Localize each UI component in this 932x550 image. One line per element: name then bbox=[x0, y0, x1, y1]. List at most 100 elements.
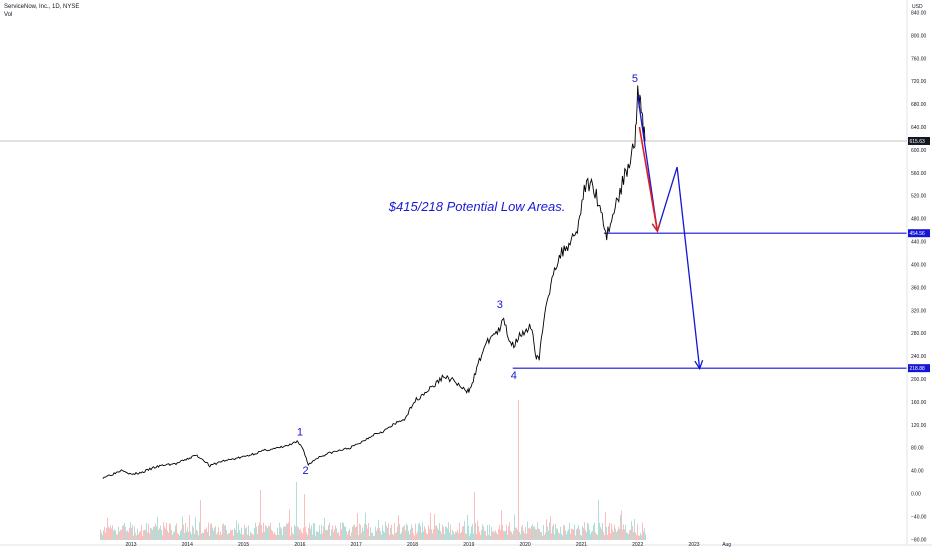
volume-bar bbox=[573, 529, 574, 540]
volume-bar bbox=[386, 525, 387, 540]
volume-bar bbox=[166, 522, 167, 540]
volume-bar bbox=[642, 522, 643, 540]
volume-bar bbox=[416, 533, 417, 540]
volume-bar bbox=[272, 530, 273, 540]
volume-bar bbox=[607, 534, 608, 540]
volume-bar bbox=[493, 530, 494, 540]
volume-bar bbox=[219, 534, 220, 540]
volume-bar bbox=[235, 529, 236, 540]
volume-bar bbox=[362, 527, 363, 540]
volume-bar bbox=[575, 535, 576, 540]
volume-bar bbox=[380, 531, 381, 540]
volume-bar bbox=[494, 532, 495, 540]
volume-label: Vol bbox=[4, 12, 13, 18]
volume-bar bbox=[591, 531, 592, 540]
volume-bar bbox=[409, 534, 410, 540]
volume-bar bbox=[256, 526, 257, 540]
volume-bar bbox=[638, 535, 639, 540]
x-tick-label: 2021 bbox=[576, 542, 587, 548]
volume-bar bbox=[227, 534, 228, 540]
volume-bar bbox=[420, 526, 421, 540]
volume-bar bbox=[401, 532, 402, 540]
volume-bar bbox=[620, 515, 621, 540]
volume-bar bbox=[459, 522, 460, 540]
volume-bar bbox=[544, 535, 545, 540]
volume-bar bbox=[372, 532, 373, 540]
volume-bar bbox=[498, 528, 499, 540]
volume-bar bbox=[237, 532, 238, 540]
volume-bar bbox=[312, 534, 313, 540]
price-tag bbox=[908, 364, 930, 373]
volume-bar bbox=[535, 529, 536, 540]
volume-bar bbox=[569, 522, 570, 540]
volume-bar bbox=[367, 528, 368, 540]
volume-bar bbox=[463, 525, 464, 540]
volume-bar bbox=[600, 526, 601, 540]
volume-bar bbox=[117, 534, 118, 540]
volume-bar bbox=[530, 528, 531, 540]
volume-bar bbox=[436, 525, 437, 540]
volume-bar bbox=[472, 524, 473, 540]
volume-bar bbox=[233, 535, 234, 540]
volume-bar bbox=[217, 532, 218, 540]
volume-bar bbox=[321, 524, 322, 540]
volume-bar bbox=[215, 526, 216, 540]
volume-bar bbox=[350, 535, 351, 540]
volume-bar bbox=[586, 532, 587, 540]
volume-bar bbox=[414, 535, 415, 540]
volume-bar bbox=[253, 534, 254, 540]
volume-bar bbox=[298, 527, 299, 540]
volume-bar bbox=[429, 528, 430, 540]
volume-bar bbox=[634, 519, 635, 540]
volume-bar bbox=[522, 525, 523, 540]
volume-bar bbox=[178, 534, 179, 540]
volume-bar bbox=[261, 524, 262, 540]
volume-bar bbox=[511, 532, 512, 540]
volume-bar bbox=[146, 522, 147, 540]
volume-bar bbox=[275, 534, 276, 540]
volume-bar bbox=[633, 532, 634, 540]
volume-bar bbox=[484, 530, 485, 540]
volume-bar bbox=[106, 528, 107, 540]
volume-bar bbox=[524, 533, 525, 540]
volume-bar bbox=[390, 527, 391, 540]
volume-bar bbox=[359, 523, 360, 540]
volume-bar bbox=[497, 534, 498, 540]
volume-bar bbox=[177, 532, 178, 540]
volume-bar bbox=[199, 522, 200, 540]
volume-bar bbox=[395, 533, 396, 540]
volume-bar bbox=[322, 533, 323, 540]
volume-bar bbox=[431, 529, 432, 540]
volume-bar bbox=[371, 532, 372, 540]
volume-bar bbox=[114, 529, 115, 540]
volume-bar bbox=[407, 525, 408, 540]
volume-bar bbox=[542, 535, 543, 540]
volume-bar bbox=[376, 530, 377, 540]
volume-bar bbox=[284, 526, 285, 540]
volume-bar bbox=[445, 526, 446, 540]
volume-bar bbox=[224, 525, 225, 540]
volume-bar bbox=[400, 533, 401, 540]
volume-bar bbox=[480, 535, 481, 540]
volume-bar bbox=[453, 531, 454, 540]
volume-bar bbox=[468, 525, 469, 540]
volume-bar bbox=[456, 532, 457, 540]
y-tick-label: 40.00 bbox=[911, 469, 924, 475]
volume-bar bbox=[583, 528, 584, 540]
volume-bar bbox=[580, 534, 581, 540]
volume-bar bbox=[236, 520, 237, 540]
volume-bar bbox=[615, 528, 616, 540]
volume-bar bbox=[481, 529, 482, 540]
volume-bar bbox=[373, 535, 374, 540]
volume-bar bbox=[478, 525, 479, 540]
volume-bar bbox=[377, 528, 378, 540]
volume-bar bbox=[123, 525, 124, 540]
volume-bar bbox=[127, 530, 128, 540]
volume-bar bbox=[533, 527, 534, 540]
volume-bar bbox=[229, 533, 230, 540]
volume-bar bbox=[156, 526, 157, 540]
volume-bar bbox=[141, 524, 142, 540]
volume-bar bbox=[198, 535, 199, 540]
volume-bar bbox=[112, 525, 113, 540]
